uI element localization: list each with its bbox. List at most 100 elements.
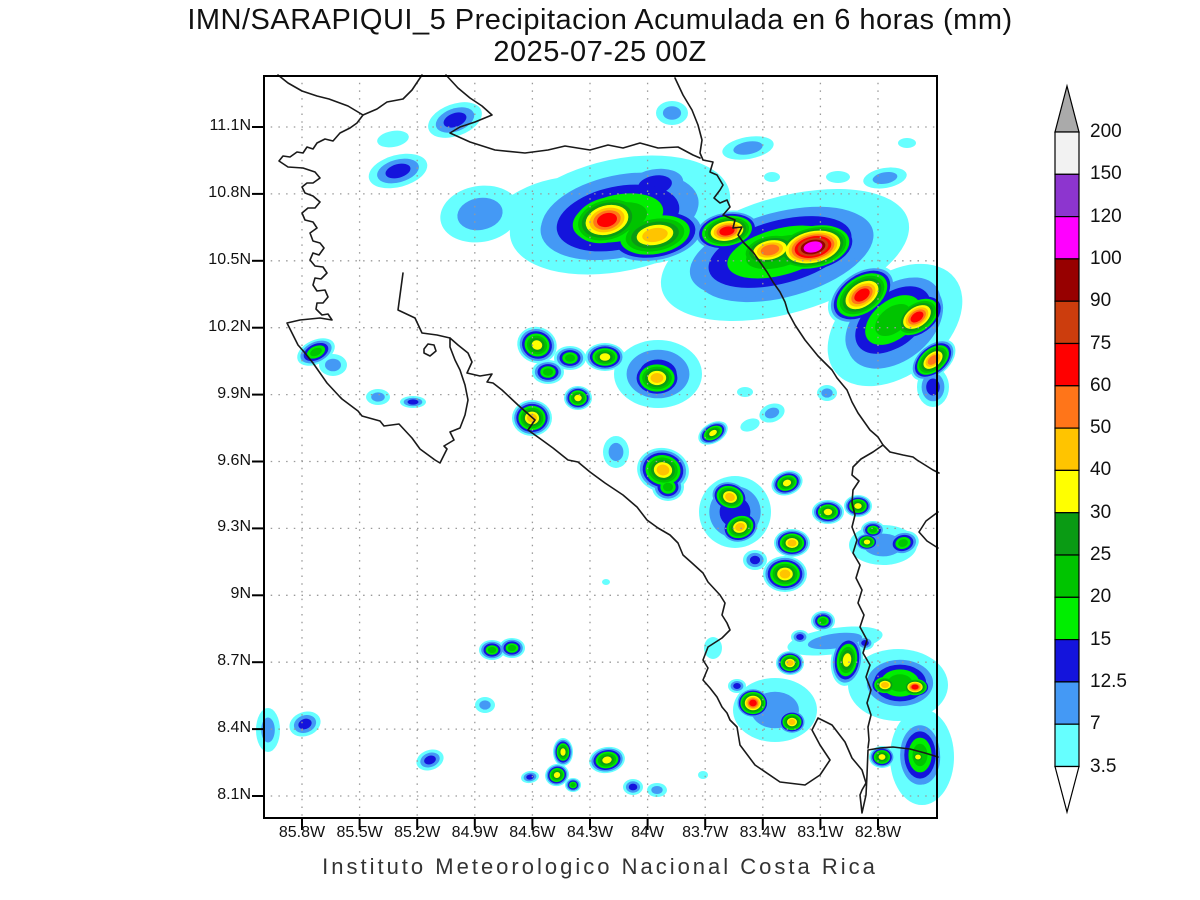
precip-contour	[786, 660, 794, 666]
colorbar-tick-label: 60	[1090, 374, 1112, 396]
precip-contour	[878, 754, 886, 760]
precip-contour	[656, 464, 670, 476]
lat-tick-label: 9.9N	[217, 384, 251, 402]
lon-tick-label: 84.6W	[509, 824, 556, 841]
precip-contour	[733, 141, 763, 155]
precip-contour	[565, 354, 575, 362]
colorbar-segment	[1054, 385, 1080, 429]
lon-tick-label: 84.3W	[566, 824, 614, 841]
precip-contour	[602, 579, 610, 585]
colorbar-tick-label: 200	[1090, 121, 1122, 142]
precip-contour	[821, 388, 833, 398]
precip-contour	[927, 355, 939, 365]
precip-contour	[377, 130, 409, 148]
precip-contour	[819, 617, 827, 625]
graticule-layer	[263, 75, 938, 819]
coastline-layer	[277, 74, 940, 814]
precip-contour	[560, 748, 566, 756]
colorbar-segment	[1054, 723, 1080, 768]
lat-tick-label: 9.3N	[217, 518, 251, 536]
colorbar-tick-label: 15	[1090, 628, 1112, 650]
pacific-coast-path	[278, 114, 939, 814]
lat-tick-label: 11.1N	[209, 117, 251, 134]
precip-contour	[788, 719, 796, 725]
precip-contour	[854, 288, 870, 302]
colorbar-segment	[1054, 596, 1080, 641]
lon-tick-label: 85.5W	[336, 824, 383, 841]
page-title: IMN/SARAPIQUI_5 Precipitacion Acumulada …	[187, 4, 1013, 36]
precip-contour	[764, 172, 780, 182]
lon-tick-label: 83.7W	[682, 824, 729, 841]
precip-contour	[642, 227, 668, 243]
precip-contour	[650, 373, 664, 383]
lon-tick-label: 82.8W	[854, 824, 902, 841]
footer-credit: Instituto Meteorologico Nacional Costa R…	[322, 854, 878, 879]
lat-tick-label: 8.4N	[217, 719, 251, 737]
precip-contour	[487, 646, 497, 654]
colorbar-tick-label: 50	[1090, 417, 1112, 439]
colorbar	[1054, 83, 1080, 815]
precip-cells-layer	[256, 101, 963, 805]
precip-contour	[599, 353, 611, 361]
precip-contour	[553, 772, 561, 778]
caribbean-coast-path	[674, 77, 940, 474]
colorbar-segment	[1054, 258, 1080, 302]
lat-tick-label: 10.8N	[208, 183, 251, 201]
precip-contour	[737, 387, 753, 397]
precip-contour	[733, 683, 741, 689]
lon-tick-label: 84.9W	[451, 824, 498, 841]
colorbar-segment	[1054, 131, 1080, 175]
page-subtitle: 2025-07-25 00Z	[493, 36, 707, 68]
precip-contour	[911, 684, 919, 690]
colorbar-segment	[1054, 173, 1080, 218]
precip-contour	[898, 539, 908, 547]
precip-contour	[651, 786, 663, 794]
precip-contour	[662, 106, 682, 120]
colorbar-overflow-arrow	[1054, 83, 1080, 133]
colorbar-segment	[1054, 638, 1080, 683]
precip-contour	[543, 368, 553, 376]
colorbar-tick-label: 3.5	[1090, 755, 1117, 777]
precip-contour	[608, 442, 624, 462]
colorbar-segment	[1054, 469, 1080, 514]
precip-contour	[869, 527, 877, 533]
precip-contour	[854, 503, 862, 509]
precip-contour	[325, 358, 341, 372]
colorbar-tick-label: 7	[1090, 713, 1101, 735]
colorbar-tick-label: 150	[1090, 163, 1122, 185]
precip-contour	[749, 699, 757, 707]
colorbar-tick-label: 25	[1090, 544, 1112, 565]
map-frame	[263, 75, 938, 819]
precip-contour	[574, 394, 582, 402]
colorbar-segment	[1054, 300, 1080, 345]
precip-contour	[479, 700, 491, 710]
precip-contour	[531, 340, 543, 350]
precip-contour	[698, 771, 708, 779]
precip-contour	[725, 492, 735, 502]
lon-tick-label: 83.1W	[797, 824, 844, 841]
precip-contour	[663, 482, 673, 492]
precip-contour	[779, 569, 791, 579]
lat-tick-label: 9.6N	[217, 451, 251, 469]
lat-tick-label: 10.2N	[208, 317, 251, 335]
lat-tick-label: 8.7N	[217, 652, 251, 670]
colorbar-underflow-arrow	[1054, 765, 1080, 815]
precip-contour	[424, 755, 436, 765]
lon-tick-label: 84W	[631, 824, 665, 841]
precip-contour	[881, 682, 889, 688]
colorbar-segment	[1054, 554, 1080, 598]
precip-contour	[526, 774, 534, 780]
precip-contour	[457, 197, 503, 231]
colorbar-tick-label: 40	[1090, 459, 1112, 481]
precip-contour	[749, 555, 761, 565]
colorbar-tick-label: 12.5	[1090, 670, 1127, 692]
colorbar-tick-label: 120	[1090, 205, 1122, 227]
precip-contour	[863, 539, 871, 545]
precip-contour	[596, 212, 618, 228]
precip-contour	[826, 171, 850, 183]
precip-contour	[735, 522, 745, 532]
precip-contour	[371, 392, 385, 402]
precip-contour	[764, 407, 780, 419]
lat-tick-label: 9N	[230, 585, 251, 603]
